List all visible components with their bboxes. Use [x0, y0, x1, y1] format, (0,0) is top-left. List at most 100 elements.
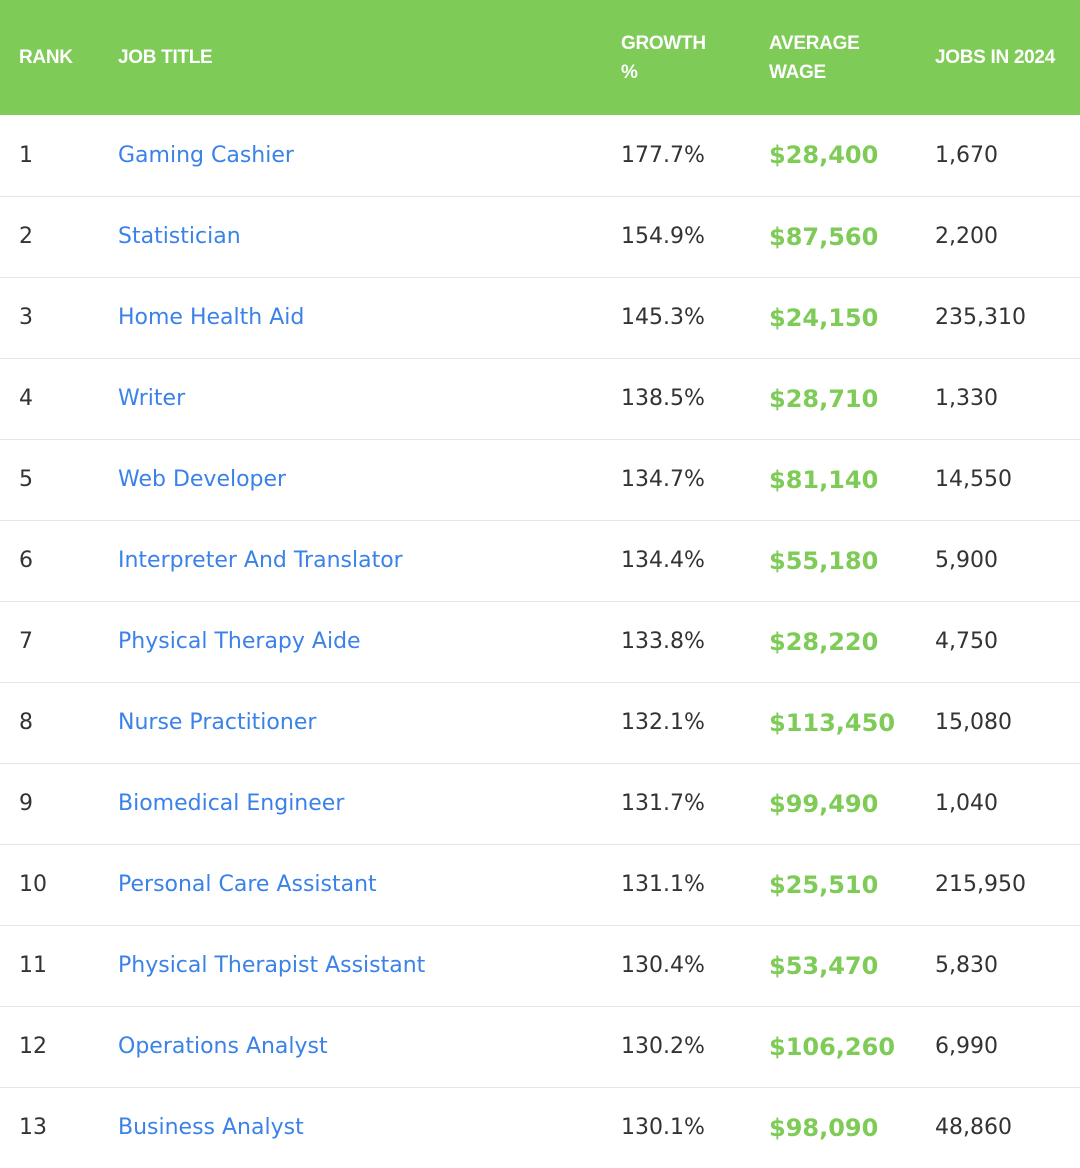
rank-cell: 9: [19, 791, 33, 816]
growth-cell: 130.4%: [621, 953, 705, 978]
rank-cell: 13: [19, 1115, 47, 1141]
job-title-link[interactable]: Operations Analyst: [118, 1034, 328, 1059]
growth-cell: 132.1%: [621, 710, 705, 735]
table-header: RANK JOB TITLE GROWTH % AVERAGE WAGE JOB…: [0, 0, 1080, 115]
growth-cell: 134.4%: [621, 548, 705, 573]
growth-cell: 130.1%: [621, 1115, 705, 1141]
growth-cell: 138.5%: [621, 386, 705, 411]
job-title-link[interactable]: Web Developer: [118, 467, 287, 492]
rank-cell: 10: [19, 872, 47, 897]
wage-cell: $55,180: [769, 546, 879, 575]
job-title-link[interactable]: Home Health Aid: [118, 305, 305, 330]
job-title-cell: Interpreter And Translator: [118, 520, 621, 601]
jobs-cell: 235,310: [935, 305, 1026, 330]
rank-cell: 5: [19, 467, 33, 492]
table-row: 4 Writer 138.5% $28,710 1,330: [0, 358, 1080, 439]
jobs-cell: 2,200: [935, 224, 998, 249]
jobs-cell: 5,900: [935, 548, 998, 573]
job-title-cell: Web Developer: [118, 439, 621, 520]
jobs-cell: 14,550: [935, 467, 1012, 492]
job-title-link[interactable]: Interpreter And Translator: [118, 548, 403, 573]
table-row: 12 Operations Analyst 130.2% $106,260 6,…: [0, 1006, 1080, 1087]
header-rank: RANK: [0, 0, 118, 115]
job-title-link[interactable]: Statistician: [118, 224, 241, 249]
rank-cell: 3: [19, 305, 33, 330]
job-title-cell: Home Health Aid: [118, 277, 621, 358]
job-title-cell: Business Analyst: [118, 1087, 621, 1168]
job-title-cell: Personal Care Assistant: [118, 844, 621, 925]
job-title-cell: Gaming Cashier: [118, 115, 621, 196]
header-jobs-label: JOBS IN 2024: [935, 47, 1055, 68]
rank-cell: 4: [19, 386, 33, 411]
wage-cell: $28,710: [769, 384, 879, 413]
header-growth: GROWTH %: [621, 0, 769, 115]
wage-cell: $113,450: [769, 708, 896, 737]
rank-cell: 7: [19, 629, 33, 654]
wage-cell: $99,490: [769, 789, 879, 818]
wage-cell: $87,560: [769, 222, 879, 251]
table-row: 2 Statistician 154.9% $87,560 2,200: [0, 196, 1080, 277]
header-jobs: JOBS IN 2024: [935, 0, 1080, 115]
table-row: 3 Home Health Aid 145.3% $24,150 235,310: [0, 277, 1080, 358]
job-title-cell: Operations Analyst: [118, 1006, 621, 1087]
table-row: 8 Nurse Practitioner 132.1% $113,450 15,…: [0, 682, 1080, 763]
table-row: 13 Business Analyst 130.1% $98,090 48,86…: [0, 1087, 1080, 1168]
job-title-link[interactable]: Business Analyst: [118, 1115, 304, 1141]
job-title-link[interactable]: Biomedical Engineer: [118, 791, 345, 816]
header-job-title-label: JOB TITLE: [118, 47, 213, 68]
wage-cell: $81,140: [769, 465, 879, 494]
jobs-cell: 1,670: [935, 142, 998, 168]
growth-cell: 130.2%: [621, 1034, 705, 1059]
job-title-cell: Physical Therapist Assistant: [118, 925, 621, 1006]
jobs-cell: 5,830: [935, 953, 998, 978]
growth-cell: 177.7%: [621, 142, 705, 168]
jobs-cell: 6,990: [935, 1034, 998, 1059]
jobs-cell: 4,750: [935, 629, 998, 654]
table-row: 6 Interpreter And Translator 134.4% $55,…: [0, 520, 1080, 601]
jobs-cell: 1,040: [935, 791, 998, 816]
header-row: RANK JOB TITLE GROWTH % AVERAGE WAGE JOB…: [0, 0, 1080, 115]
wage-cell: $53,470: [769, 951, 879, 980]
job-title-link[interactable]: Physical Therapy Aide: [118, 629, 361, 654]
rank-cell: 2: [19, 224, 33, 249]
job-title-cell: Statistician: [118, 196, 621, 277]
job-title-link[interactable]: Nurse Practitioner: [118, 710, 317, 735]
wage-cell: $28,400: [769, 141, 879, 170]
wage-cell: $24,150: [769, 303, 879, 332]
growth-cell: 145.3%: [621, 305, 705, 330]
table-row: 9 Biomedical Engineer 131.7% $99,490 1,0…: [0, 763, 1080, 844]
job-title-link[interactable]: Gaming Cashier: [118, 142, 294, 168]
job-title-cell: Nurse Practitioner: [118, 682, 621, 763]
wage-cell: $106,260: [769, 1032, 896, 1061]
growth-cell: 131.7%: [621, 791, 705, 816]
growth-cell: 133.8%: [621, 629, 705, 654]
header-average-wage: AVERAGE WAGE: [769, 0, 935, 115]
job-title-cell: Biomedical Engineer: [118, 763, 621, 844]
table-row: 11 Physical Therapist Assistant 130.4% $…: [0, 925, 1080, 1006]
table-row: 5 Web Developer 134.7% $81,140 14,550: [0, 439, 1080, 520]
table-row: 10 Personal Care Assistant 131.1% $25,51…: [0, 844, 1080, 925]
header-average-wage-label: AVERAGE WAGE: [769, 32, 860, 83]
rank-cell: 11: [19, 953, 47, 978]
rank-cell: 6: [19, 548, 33, 573]
growth-cell: 131.1%: [621, 872, 705, 897]
jobs-cell: 215,950: [935, 872, 1026, 897]
jobs-cell: 15,080: [935, 710, 1012, 735]
table-body: 1 Gaming Cashier 177.7% $28,400 1,670 2 …: [0, 115, 1080, 1168]
rank-cell: 12: [19, 1034, 47, 1059]
job-title-cell: Physical Therapy Aide: [118, 601, 621, 682]
job-title-link[interactable]: Physical Therapist Assistant: [118, 953, 426, 978]
jobs-cell: 48,860: [935, 1115, 1012, 1141]
table-row: 1 Gaming Cashier 177.7% $28,400 1,670: [0, 115, 1080, 196]
header-job-title: JOB TITLE: [118, 0, 621, 115]
growth-cell: 134.7%: [621, 467, 705, 492]
table-row: 7 Physical Therapy Aide 133.8% $28,220 4…: [0, 601, 1080, 682]
job-title-cell: Writer: [118, 358, 621, 439]
header-rank-label: RANK: [19, 47, 73, 68]
wage-cell: $98,090: [769, 1113, 879, 1142]
growth-cell: 154.9%: [621, 224, 705, 249]
jobs-cell: 1,330: [935, 386, 998, 411]
job-title-link[interactable]: Writer: [118, 386, 186, 411]
job-title-link[interactable]: Personal Care Assistant: [118, 872, 377, 897]
